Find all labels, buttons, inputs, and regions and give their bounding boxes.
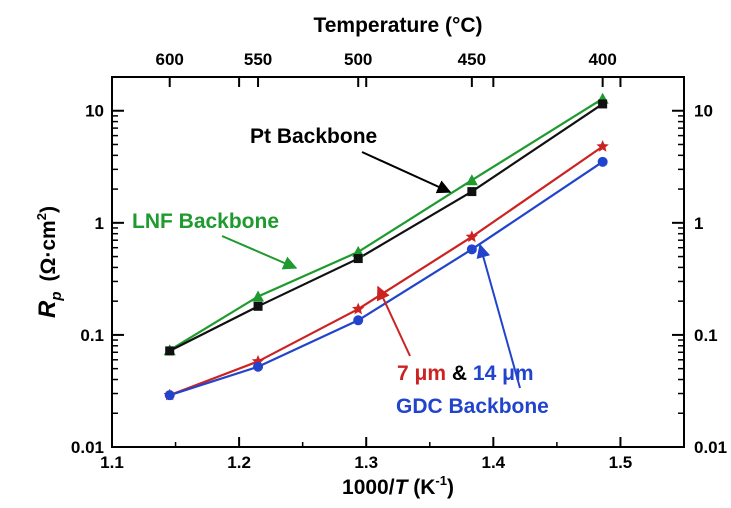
series-line-circle (169, 160, 604, 397)
x-axis-title-close: ) (447, 476, 454, 499)
x-axis-title-exp: -1 (435, 473, 447, 488)
top-tick-label: 500 (344, 50, 372, 69)
y-tick-label: 10 (85, 102, 104, 121)
top-tick-label: 550 (244, 50, 272, 69)
lnf-backbone-label: LNF Backbone (132, 210, 279, 233)
top-tick-label: 600 (156, 50, 184, 69)
x-axis-title-unit: (K (407, 476, 435, 499)
lnf-backbone-arrow (221, 235, 298, 270)
gdc-backbone-label: GDC Backbone (396, 395, 549, 418)
y-axis-title-unit: (Ω·cm (37, 220, 60, 281)
data-point-circle (353, 315, 364, 326)
y-tick-label-right: 0.1 (694, 326, 718, 345)
data-point-star (352, 302, 365, 315)
data-point-triangle (252, 290, 265, 302)
data-point-circle (597, 156, 608, 167)
x-axis-title-prefix: 1000/ (342, 476, 395, 499)
top-tick-label: 400 (588, 50, 616, 69)
axis-ticks: 1.1 1.2 1.3 1.4 1.5 600 550 500 450 400 0.01 0.01 0.… (71, 50, 727, 472)
data-point-circle (164, 390, 175, 401)
y-axis-title-close: ) (37, 206, 60, 213)
y-tick-label: 0.01 (71, 438, 104, 457)
x-tick-label: 1.1 (100, 453, 124, 472)
thickness-14-label: 14 μm (473, 362, 534, 385)
series-line-star (169, 145, 604, 397)
y-tick-label-right: 0.01 (694, 438, 727, 457)
thickness-7-label: 7 μm (397, 362, 446, 385)
data-point-square (253, 301, 263, 311)
y-axis-title-sub: p (48, 291, 65, 301)
red-arrow (376, 285, 411, 357)
x-axis-title-var: T (395, 476, 410, 499)
data-point-circle (466, 244, 477, 255)
pt-backbone-arrow (361, 151, 452, 194)
y-axis-title-exp: 2 (34, 213, 49, 220)
x-tick-label: 1.2 (227, 453, 251, 472)
y-axis-title-var: R (34, 300, 61, 318)
series-lines (169, 97, 604, 397)
y-tick-label: 1 (95, 214, 104, 233)
x-tick-label: 1.4 (482, 453, 506, 472)
data-point-square (353, 254, 363, 264)
data-point-triangle (465, 174, 478, 186)
x-tick-label: 1.5 (609, 453, 633, 472)
y-tick-label-right: 1 (694, 214, 703, 233)
data-point-star (465, 230, 479, 243)
y-tick-label-right: 10 (694, 102, 713, 121)
series-markers (163, 92, 609, 401)
y-axis-title: Rp (Ω·cm2) (34, 206, 65, 318)
data-point-square (165, 346, 175, 356)
plot-frame (111, 76, 685, 448)
top-axis-title: Temperature (°C) (313, 14, 482, 37)
x-axis-title: 1000/T (K-1) (342, 473, 454, 499)
top-tick-label: 450 (458, 50, 486, 69)
data-point-circle (253, 361, 264, 372)
pt-backbone-label: Pt Backbone (250, 125, 377, 148)
data-point-square (598, 99, 608, 109)
thickness-amp: & (446, 362, 473, 385)
y-tick-label: 0.1 (80, 326, 104, 345)
blue-arrow (476, 243, 521, 389)
x-tick-label: 1.3 (354, 453, 378, 472)
data-point-star (596, 139, 609, 152)
data-point-square (467, 187, 477, 197)
